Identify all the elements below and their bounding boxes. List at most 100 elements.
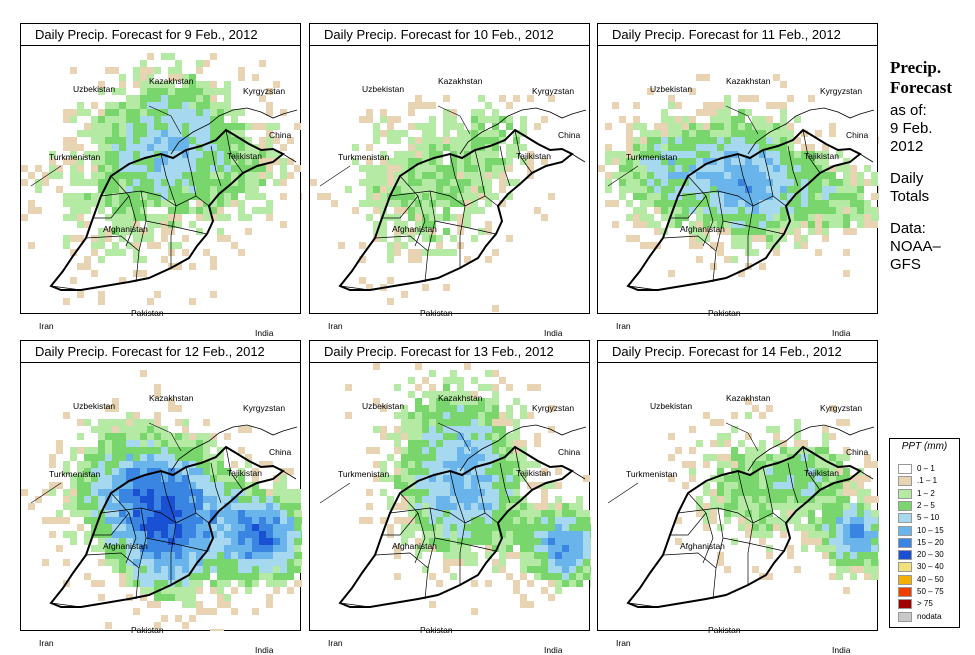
precip-cell (98, 447, 105, 454)
precip-cell (682, 461, 689, 468)
precip-cell (140, 433, 147, 440)
precip-cell (189, 158, 196, 165)
precip-cell (759, 144, 766, 151)
precip-cell (77, 179, 84, 186)
precip-cell (717, 468, 724, 475)
precip-cell (380, 158, 387, 165)
precip-cell (520, 566, 527, 573)
precip-cell (119, 440, 126, 447)
precip-cell (380, 200, 387, 207)
precip-cell (668, 158, 675, 165)
precip-cell (478, 524, 485, 531)
precip-cell (864, 454, 871, 461)
precip-cell (534, 503, 541, 510)
precip-cell (766, 489, 773, 496)
precip-cell (401, 426, 408, 433)
precip-cell (492, 398, 499, 405)
precip-cell (612, 200, 619, 207)
precip-cell (576, 517, 583, 524)
precip-cell (401, 517, 408, 524)
precip-cell (231, 179, 238, 186)
precip-cell (154, 454, 161, 461)
precip-cell (224, 566, 231, 573)
precip-cell (471, 398, 478, 405)
precip-cell (415, 412, 422, 419)
precip-cell (415, 158, 422, 165)
precip-cell (492, 384, 499, 391)
precip-cell (252, 179, 259, 186)
precip-cell (154, 440, 161, 447)
precip-cell (245, 193, 252, 200)
precip-cell (217, 559, 224, 566)
precip-cell (154, 67, 161, 74)
precip-cell (175, 489, 182, 496)
precip-cell (77, 433, 84, 440)
precip-cell (126, 454, 133, 461)
precip-cell (84, 256, 91, 263)
precip-cell (373, 447, 380, 454)
precip-cell (471, 158, 478, 165)
precip-cell (147, 67, 154, 74)
precip-cell (56, 440, 63, 447)
precip-cell (766, 405, 773, 412)
precip-cell (654, 137, 661, 144)
precip-cell (380, 426, 387, 433)
precip-cell (689, 144, 696, 151)
precip-cell (224, 95, 231, 102)
precip-cell (457, 461, 464, 468)
precip-cell (154, 109, 161, 116)
precip-cell (857, 503, 864, 510)
precip-cell (499, 552, 506, 559)
precip-cell (829, 517, 836, 524)
precip-cell (766, 482, 773, 489)
precip-cell (478, 116, 485, 123)
precip-cell (548, 538, 555, 545)
precip-cell (485, 228, 492, 235)
precip-cell (534, 538, 541, 545)
precip-cell (266, 566, 273, 573)
precip-cell (140, 489, 147, 496)
precip-cell (252, 524, 259, 531)
precip-cell (583, 573, 590, 580)
precip-cell (822, 151, 829, 158)
precip-cell (759, 517, 766, 524)
precip-cell (724, 151, 731, 158)
precip-cell (815, 475, 822, 482)
precip-cell (35, 207, 42, 214)
precip-cell (471, 137, 478, 144)
precip-cell (836, 482, 843, 489)
precip-cell (203, 151, 210, 158)
precip-cell (801, 440, 808, 447)
precip-cell (70, 489, 77, 496)
precip-cell (203, 489, 210, 496)
precip-cell (147, 426, 154, 433)
precip-cell (464, 256, 471, 263)
precip-cell (168, 151, 175, 158)
precip-cell (147, 214, 154, 221)
precip-cell (759, 137, 766, 144)
precip-cell (140, 95, 147, 102)
precip-cell (119, 461, 126, 468)
precip-cell (520, 468, 527, 475)
precip-cell (245, 587, 252, 594)
precip-cell (836, 193, 843, 200)
precip-cell (415, 447, 422, 454)
precip-cell (147, 137, 154, 144)
precip-cell (266, 137, 273, 144)
precip-cell (415, 221, 422, 228)
precip-cell (203, 573, 210, 580)
precip-cell (464, 489, 471, 496)
precip-cell (527, 482, 534, 489)
precip-cell (703, 179, 710, 186)
precip-cell (168, 165, 175, 172)
precip-cell (829, 179, 836, 186)
iran-boundary (319, 482, 351, 504)
precip-cell (203, 214, 210, 221)
precip-cell (450, 123, 457, 130)
precip-cell (843, 503, 850, 510)
precip-cell (731, 137, 738, 144)
precip-cell (850, 510, 857, 517)
country-label-china: China (269, 447, 292, 457)
precip-cell (266, 102, 273, 109)
precip-cell (555, 531, 562, 538)
